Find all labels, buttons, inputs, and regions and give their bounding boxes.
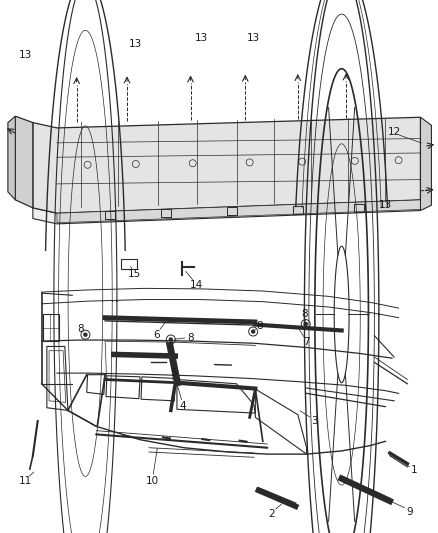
- Bar: [162, 209, 171, 217]
- Bar: [121, 259, 137, 269]
- Text: 12: 12: [388, 127, 401, 137]
- Text: 3: 3: [311, 416, 318, 426]
- Text: 9: 9: [406, 507, 413, 516]
- Circle shape: [170, 338, 172, 341]
- Polygon shape: [57, 200, 420, 223]
- Bar: [227, 207, 237, 215]
- Polygon shape: [33, 117, 420, 213]
- Circle shape: [252, 330, 254, 333]
- Text: 13: 13: [129, 39, 142, 49]
- Text: 13: 13: [379, 200, 392, 210]
- Circle shape: [84, 333, 87, 336]
- Text: 8: 8: [187, 334, 194, 343]
- Text: 14: 14: [190, 280, 203, 290]
- Text: 4: 4: [180, 401, 187, 411]
- Text: 13: 13: [195, 34, 208, 43]
- Polygon shape: [15, 116, 33, 208]
- Text: 13: 13: [19, 50, 32, 60]
- Text: 1: 1: [410, 465, 417, 475]
- Text: 10: 10: [146, 476, 159, 486]
- Text: 8: 8: [301, 310, 308, 319]
- Text: 8: 8: [256, 321, 263, 331]
- Bar: [354, 204, 364, 212]
- Bar: [105, 211, 114, 219]
- Bar: [293, 206, 303, 214]
- Text: 5: 5: [170, 368, 177, 378]
- Polygon shape: [33, 200, 420, 224]
- Polygon shape: [420, 117, 431, 211]
- Text: 15: 15: [128, 270, 141, 279]
- Text: 6: 6: [153, 330, 160, 340]
- Text: 2: 2: [268, 510, 275, 519]
- Text: 11: 11: [19, 476, 32, 486]
- Polygon shape: [8, 116, 15, 200]
- Text: 7: 7: [303, 337, 310, 347]
- Text: 8: 8: [78, 325, 85, 334]
- Text: 13: 13: [247, 34, 260, 43]
- Circle shape: [304, 322, 307, 326]
